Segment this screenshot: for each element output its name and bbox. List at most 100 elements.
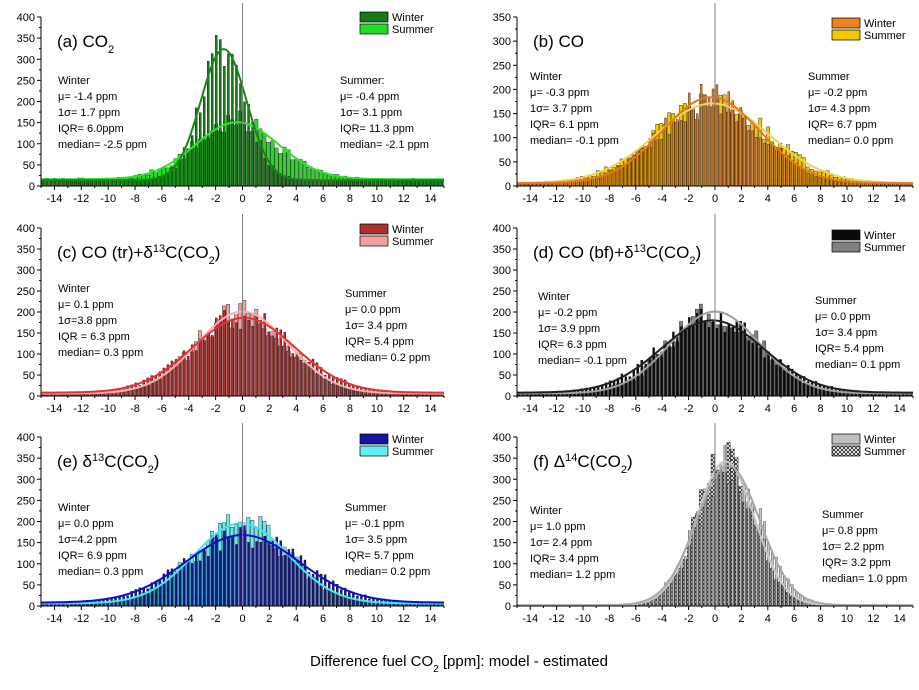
panel-title-sup: 14 [565,452,577,464]
x-tick-label: 2 [738,193,744,205]
x-tick-label: -8 [130,613,140,625]
x-tick-label: 12 [398,613,410,625]
winter-bar [118,180,121,187]
y-tick-label: 100 [493,559,511,571]
x-tick-label: 2 [266,613,272,625]
winter-bar [307,572,311,607]
winter-bar [818,176,822,187]
x-tick-label: 6 [320,403,326,415]
winter-stats-line: median= -0.1 ppm [530,135,619,147]
x-tick-label: 12 [867,193,879,205]
y-tick-label: 250 [17,495,35,507]
legend-summer-label: Summer [392,24,434,36]
x-tick-label: 0 [712,613,718,625]
winter-bar [368,180,371,187]
winter-bar [259,320,262,397]
y-tick-label: 0 [29,181,35,193]
winter-bar [802,169,806,187]
summer-stats-line: median= 0.2 ppm [345,566,430,578]
winter-stats-line: μ= -1.4 ppm [58,91,117,103]
legend-summer-swatch [831,241,861,253]
winter-bar [783,370,786,397]
x-tick-label: -4 [184,193,194,205]
winter-bar [771,355,774,397]
y-tick-label: 150 [493,109,511,121]
y-tick-label: 200 [493,307,511,319]
winter-bar [664,346,667,397]
winter-bar [676,119,679,187]
winter-stats-line: median= -2.5 ppm [58,139,147,151]
x-tick-label: 4 [765,613,771,625]
x-tick-label: -14 [522,193,538,205]
winter-bar [287,549,291,607]
y-tick-label: 300 [493,36,511,48]
winter-bar [283,555,286,607]
y-tick-label: 50 [499,580,511,592]
y-tick-label: 100 [493,349,511,361]
winter-bar [747,130,750,187]
winter-bar [186,148,190,187]
winter-bar [735,468,738,607]
winter-bar [616,377,620,397]
panel-title: (b) CO [533,32,584,51]
winter-bar [344,180,347,187]
winter-bar [715,472,719,607]
summer-stats-line: μ= -0.2 ppm [808,87,867,99]
winter-stats-line: IQR= 6.9 ppm [58,550,127,562]
x-tick-label: -10 [100,613,116,625]
winter-bar [227,321,230,397]
winter-stats-line: IQR= 3.4 ppm [530,553,599,565]
winter-bar [126,595,129,607]
x-tick-label: 8 [347,613,353,625]
y-tick-label: 0 [505,181,511,193]
winter-bar [219,315,222,397]
y-tick-label: 250 [493,495,511,507]
winter-bar [727,483,731,607]
winter-bar [806,172,810,187]
x-tick-label: 0 [239,613,245,625]
winter-bar [307,362,311,397]
winter-bar [86,180,89,187]
summer-stats-line: median= 1.0 ppm [822,573,907,585]
summer-stats-line: μ= 0.0 ppm [345,304,401,316]
winter-bar [199,338,202,397]
winter-bar [798,166,802,187]
winter-bar [775,149,778,187]
winter-bar [624,376,628,397]
x-tick-label: -12 [73,613,89,625]
winter-bar [747,488,750,607]
panel-title-main: (f) Δ [533,452,565,471]
winter-bar [581,180,584,187]
winter-bar [255,142,258,187]
winter-bar [656,354,659,397]
winter-bar [199,560,202,607]
winter-bar [376,180,379,187]
summer-stats-line: 1σ= 3.5 ppm [345,534,407,546]
winter-stats-line: 1σ= 3.9 ppm [538,323,600,335]
winter-bar [291,179,295,187]
winter-bar [440,180,444,187]
panel-title-sub: 2 [621,464,627,476]
winter-bar [211,535,214,607]
winter-bar [251,547,254,607]
winter-bar [178,160,182,187]
legend-winter-label: Winter [864,230,896,242]
histogram-bars [40,300,444,397]
winter-bar [45,180,49,187]
winter-bar [263,536,266,607]
winter-bar [593,178,596,187]
winter-bar [696,511,699,607]
x-tick-label: -4 [184,403,194,415]
winter-bar [759,344,762,397]
y-tick-label: 150 [493,538,511,550]
winter-bar [767,144,770,187]
winter-bar [190,135,194,187]
y-tick-label: 0 [29,601,35,613]
winter-bar [239,83,242,187]
legend-winter-label: Winter [864,18,896,30]
winter-bar [215,532,218,607]
winter-bar [743,483,746,607]
y-tick-label: 200 [17,517,35,529]
